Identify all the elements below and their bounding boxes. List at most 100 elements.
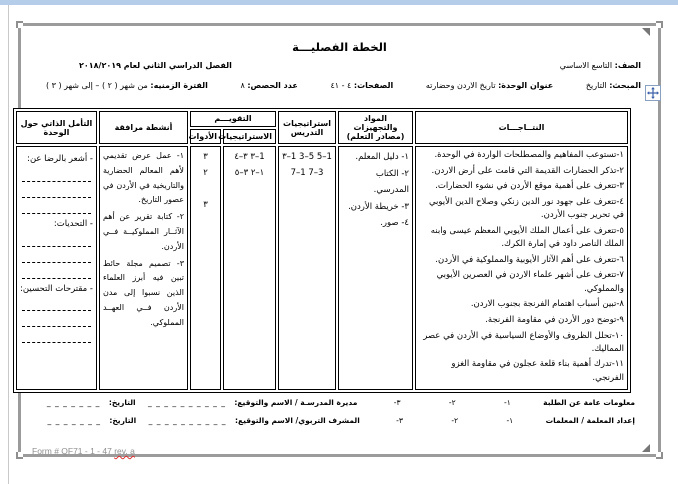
teaching-strategies-header: استراتيجيات التدريس bbox=[278, 111, 336, 144]
strategy-ref: 7–1 bbox=[290, 168, 306, 178]
activity-item: ٢- كتابة تقرير عن أهم الآثــار المملوكيـ… bbox=[102, 212, 184, 251]
reflection-suggestions-label: - مقترحات التحسين: bbox=[20, 283, 93, 294]
form-revision: rev. a bbox=[114, 446, 135, 456]
outcome-item: ٦-تتعرف على أهم الآثار الأيوبية والمملوك… bbox=[435, 254, 624, 265]
numbered-blank: ١- bbox=[506, 416, 514, 425]
page-title: الخطة الفصليـــة bbox=[292, 40, 387, 54]
outcome-item: ٥-تتعرف على أعمال الملك الأيوبي المعظم ع… bbox=[430, 225, 624, 250]
strategy-ref: 5–1 bbox=[316, 152, 332, 162]
prepared-by-label: إعداد المعلمة / المعلمات bbox=[545, 416, 635, 425]
eval-strategy-ref: ٣–٥ bbox=[234, 168, 249, 178]
form-reference: Form # QF71 - 1 - 47 rev. a bbox=[32, 446, 135, 456]
semester-field: الفصل الدراسي الثاني لعام ٢٠١٨/٢٠١٩ bbox=[79, 61, 232, 70]
material-item: ١- دليل المعلم. bbox=[355, 152, 409, 162]
activities-header: أنشطة مرافقة bbox=[98, 111, 188, 144]
principal-signature-label: مديرة المدرسـة / الاسم والتوقيع: bbox=[234, 398, 358, 407]
eval-tool-ref: ٣ bbox=[203, 152, 208, 162]
material-item: ٤- صور. bbox=[380, 218, 409, 229]
material-item: ٢- الكتاب المدرسي. bbox=[373, 168, 409, 196]
document-frame[interactable]: الخطة الفصليـــة الصف: التاسع الاساسي ال… bbox=[12, 21, 663, 459]
activity-item: ١- عمل عرض تقديمي لأهم المعالم الحضارية … bbox=[102, 151, 184, 205]
frame-corner-handle[interactable] bbox=[16, 21, 23, 28]
outcome-item: ١٠-تحلل الظروف والأوضاع السياسية في الأر… bbox=[423, 330, 624, 354]
date-line: _ _ _ _ _ _ _ bbox=[46, 398, 101, 407]
materials-cell: ١- دليل المعلم. ٢- الكتاب المدرسي. ٣- خر… bbox=[338, 146, 413, 391]
materials-header: المواد والتجهيزات (مصادر التعلم) bbox=[338, 111, 413, 144]
fill-in-line bbox=[21, 295, 91, 312]
numbered-blank: ٣- bbox=[393, 398, 401, 407]
frame-corner-handle[interactable] bbox=[16, 452, 23, 459]
outcome-item: ١-تستوعب المفاهيم والمصطلحات الواردة في … bbox=[434, 150, 624, 160]
fill-in-line bbox=[21, 198, 91, 214]
frame-corner-handle[interactable] bbox=[656, 21, 663, 28]
numbered-blank: ١- bbox=[504, 398, 511, 407]
subject-field: المبحث: التاريخ bbox=[585, 81, 641, 90]
numbered-blank: ٢- bbox=[448, 398, 456, 407]
date-label: التاريخ: bbox=[109, 416, 137, 425]
fill-in-line bbox=[21, 166, 91, 182]
fill-in-line bbox=[21, 182, 91, 198]
signature-line: _ _ _ _ _ _ _ _ _ _ bbox=[148, 398, 226, 407]
frame-resize-mark bbox=[642, 444, 650, 452]
move-arrows-icon bbox=[647, 87, 659, 99]
strategy-ref: 7–3 bbox=[308, 168, 324, 178]
strategy-ref: ٣–1 bbox=[282, 152, 297, 162]
outcome-item: ٢-تذكر الحضارات القديمة التي قامت على أر… bbox=[431, 165, 624, 176]
outcome-item: ٩-توضح دور الأردن في مقاومة الفرنجة. bbox=[485, 314, 624, 325]
document-body: الخطة الفصليـــة الصف: التاسع الاساسي ال… bbox=[12, 29, 655, 456]
signature-line: _ _ _ _ _ _ _ _ _ _ bbox=[148, 416, 227, 425]
time-period-field: الفترة الزمنيه: من شهر ( ٢ ) – إلى شهر (… bbox=[46, 81, 208, 90]
plan-table: النتــاجـــات المواد والتجهيزات (مصادر ال… bbox=[12, 108, 631, 394]
outcome-item: ٧-تتعرف على أشهر علماء الاردن في العصرين… bbox=[436, 270, 624, 294]
eval-strategy-ref: ١–٢ bbox=[250, 168, 265, 178]
eval-strategy-ref: ٣–1 bbox=[250, 152, 265, 162]
outcome-item: ٣-تتعرف على أهمية موقع الأردن في نشوء ال… bbox=[435, 181, 624, 192]
outcomes-cell: ١-تستوعب المفاهيم والمصطلحات الواردة في … bbox=[415, 146, 628, 391]
evaluation-header: التقويـــم bbox=[189, 111, 276, 127]
date-line: _ _ _ _ _ _ _ bbox=[47, 416, 101, 425]
outcomes-header: النتــاجـــات bbox=[415, 111, 628, 144]
fill-in-line bbox=[21, 247, 91, 263]
teaching-strategies-cell: 5–1 3–5 ٣–1 7–3 7–1 bbox=[278, 146, 336, 391]
footer-row-teachers: إعداد المعلمة / المعلمات ١- ٢- ٣- المشرف… bbox=[36, 416, 635, 429]
eval-strategy-ref: ٣–٤ bbox=[234, 152, 248, 162]
eval-tool-ref bbox=[194, 181, 217, 197]
fill-in-line bbox=[21, 231, 91, 247]
reflection-challenges-label: - التحديات: bbox=[53, 218, 93, 229]
reflection-satisfied-label: - أشعر بالرضا عن: bbox=[27, 154, 93, 164]
eval-tools-cell: ٣ ٢ ٣ bbox=[189, 146, 221, 391]
supervisor-signature-label: المشرف التربوي/ الاسم والتوقيع: bbox=[234, 416, 360, 425]
eval-tools-header: الأدوات bbox=[188, 128, 221, 144]
eval-tool-ref: ٣ bbox=[203, 200, 208, 210]
footer-row-students: معلومات عامة عن الطلبة ١- ٢- ٣- مديرة ال… bbox=[36, 398, 635, 411]
lessons-count-field: عدد الحصص: ٨ bbox=[240, 81, 298, 90]
numbered-blank: ٢- bbox=[451, 416, 459, 425]
header-line-2: المبحث: التاريخ عنوان الوحدة: تاريخ الار… bbox=[46, 81, 641, 90]
outcome-item: ١١-تدرك أهمية بناء قلعة عجلون في مقاومة … bbox=[451, 359, 624, 383]
students-info-label: معلومات عامة عن الطلبة bbox=[543, 398, 635, 407]
fill-in-line bbox=[21, 263, 91, 279]
fill-in-line bbox=[21, 327, 91, 344]
table-move-handle[interactable] bbox=[645, 85, 661, 101]
reflection-cell: - أشعر بالرضا عن: - التحديات: - مقترحات … bbox=[15, 146, 97, 391]
unit-title-field: عنوان الوحدة: تاريخ الاردن وحضارته bbox=[425, 81, 554, 90]
activities-cell: ١- عمل عرض تقديمي لأهم المعالم الحضارية … bbox=[98, 146, 188, 391]
numbered-blank: ٣- bbox=[396, 416, 403, 425]
reflection-header: التأمل الذاتي حول الوحدة bbox=[15, 111, 97, 144]
page-left-edge bbox=[8, 5, 9, 484]
frame-corner-handle[interactable] bbox=[656, 452, 663, 459]
activity-item: ٣- تصميم مجلة حائط تبين فيه أبرز العلماء… bbox=[102, 258, 184, 327]
date-label: التاريخ: bbox=[108, 398, 136, 407]
window-top-edge bbox=[0, 0, 678, 5]
outcome-item: ٤-تتعرف على جهود نور الدين زنكي وصلاح ال… bbox=[428, 197, 624, 221]
eval-tool-ref: ٢ bbox=[203, 168, 208, 178]
strategy-ref: 3–5 bbox=[299, 152, 315, 162]
grade-field: الصف: التاسع الاساسي bbox=[559, 61, 641, 70]
eval-strategies-header: الاستراتيجيات bbox=[218, 128, 276, 144]
header-line-1: الصف: التاسع الاساسي الفصل الدراسي الثان… bbox=[24, 61, 655, 75]
fill-in-line bbox=[21, 311, 91, 328]
frame-resize-mark bbox=[642, 28, 650, 36]
material-item: ٣- خريطة الأردن. bbox=[348, 201, 409, 212]
eval-strategies-cell: ٣–1 ٣–٤ ١–٢ ٣–٥ bbox=[223, 146, 276, 391]
